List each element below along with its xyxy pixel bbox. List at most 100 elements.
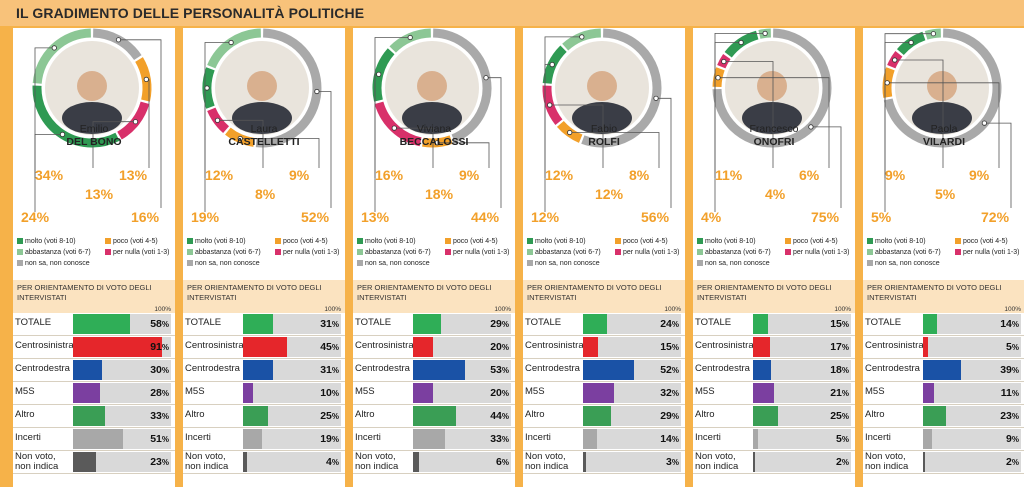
leader-line [569, 132, 660, 168]
row-separator [523, 381, 685, 382]
pct-molto: 12% [205, 167, 234, 183]
bar-category-label: Altro [185, 409, 205, 420]
pct-non-sa: 52% [301, 209, 330, 225]
row-separator [863, 450, 1024, 451]
leader-line [884, 33, 934, 212]
legend-swatch [615, 238, 621, 244]
bar-value: 32% [660, 387, 679, 399]
bar-value: 5% [1006, 341, 1019, 353]
section-label: PER ORIENTAMENTO DI VOTO DEGLI INTERVIST… [357, 283, 492, 302]
legend-item: abbastanza (voti 6-7) [867, 249, 941, 256]
leader-dot [981, 120, 988, 126]
section-header: PER ORIENTAMENTO DI VOTO DEGLI INTERVIST… [863, 280, 1024, 313]
row-separator [693, 473, 855, 474]
row-separator [13, 381, 175, 382]
bar-row: Incerti 5% [693, 428, 855, 450]
leader-dot [376, 71, 382, 77]
legend-swatch [955, 238, 961, 244]
bar-fill [243, 337, 288, 357]
leader-line [723, 61, 774, 168]
bar-track [923, 314, 1021, 334]
bar-category-label: Non voto, non indica [865, 451, 909, 472]
bar-row: Non voto, non indica 2% [693, 451, 855, 473]
legend-label: molto (voti 8-10) [195, 238, 246, 245]
bar-row: Incerti 19% [183, 428, 345, 450]
legend-swatch [17, 249, 23, 255]
bar-value: 31% [320, 318, 339, 330]
legend-swatch [527, 238, 533, 244]
bar-value: 4% [326, 456, 339, 468]
leader-dot [407, 34, 413, 41]
legend-item: per nulla (voti 1-3) [955, 249, 1019, 256]
approval-donut [882, 28, 1012, 212]
row-separator [13, 450, 175, 451]
approval-donut [712, 28, 842, 212]
leader-dot [762, 30, 768, 37]
row-separator [183, 450, 345, 451]
bar-track [243, 383, 341, 403]
legend-item: non sa, non conosce [867, 260, 940, 267]
row-separator [353, 358, 515, 359]
bar-track [923, 406, 1021, 426]
bar-track [753, 383, 851, 403]
bar-category-label: Non voto, non indica [185, 451, 229, 472]
legend-swatch [867, 249, 873, 255]
legend-swatch [955, 249, 961, 255]
pct-per-nulla: 4% [765, 186, 786, 202]
section-header: PER ORIENTAMENTO DI VOTO DEGLI INTERVIST… [353, 280, 515, 313]
politician-name: Paola VILARDI [863, 123, 1024, 149]
legend-label: per nulla (voti 1-3) [963, 249, 1020, 256]
leader-line [374, 37, 411, 212]
bar-row: TOTALE 15% [693, 313, 855, 335]
bar-fill [583, 406, 612, 426]
bar-category-label: TOTALE [525, 317, 562, 328]
scale-label: 100% [664, 306, 681, 313]
pct-abbastanza: 19% [191, 209, 220, 225]
legend-swatch [445, 249, 451, 255]
bar-track [923, 383, 1021, 403]
row-separator [183, 381, 345, 382]
bar-category-label: Altro [695, 409, 715, 420]
leader-line [204, 42, 232, 212]
bar-row: Incerti 9% [863, 428, 1024, 450]
row-separator [183, 358, 345, 359]
politician-photo [895, 41, 989, 135]
bar-fill [413, 383, 433, 403]
bar-value: 31% [320, 364, 339, 376]
row-separator [353, 335, 515, 336]
bar-track [753, 360, 851, 380]
scale-label: 100% [154, 306, 171, 313]
legend-label: molto (voti 8-10) [535, 238, 586, 245]
leader-dot [143, 76, 149, 83]
pct-poco: 9% [289, 167, 310, 183]
bar-row: TOTALE 14% [863, 313, 1024, 335]
pct-poco: 9% [459, 167, 480, 183]
bar-value: 14% [660, 433, 679, 445]
bar-fill [923, 406, 946, 426]
bar-category-label: Incerti [355, 432, 381, 443]
pct-per-nulla: 5% [935, 186, 956, 202]
politician-photo [725, 41, 819, 135]
legend-swatch [275, 238, 281, 244]
bar-track [583, 429, 681, 449]
legend-label: abbastanza (voti 6-7) [365, 249, 431, 256]
bar-value: 39% [1000, 364, 1019, 376]
bar-category-label: Non voto, non indica [15, 451, 59, 472]
politician-name: Laura CASTELLETTI [183, 123, 345, 149]
bar-value: 10% [320, 387, 339, 399]
bar-fill [583, 314, 607, 334]
row-separator [13, 335, 175, 336]
bar-category-label: M5S [185, 386, 205, 397]
legend-swatch [697, 260, 703, 266]
photo-shoulders [232, 102, 292, 134]
politician-name: Emilio DEL BONO [13, 123, 175, 149]
last-name: CASTELLETTI [228, 136, 300, 148]
bar-row: Altro 23% [863, 405, 1024, 427]
photo-shoulders [402, 102, 462, 134]
legend-item: molto (voti 8-10) [17, 238, 76, 245]
section-header: PER ORIENTAMENTO DI VOTO DEGLI INTERVIST… [13, 280, 175, 313]
bar-fill [753, 337, 770, 357]
bar-fill [73, 383, 101, 403]
bar-fill [243, 383, 253, 403]
photo-shoulders [62, 102, 122, 134]
